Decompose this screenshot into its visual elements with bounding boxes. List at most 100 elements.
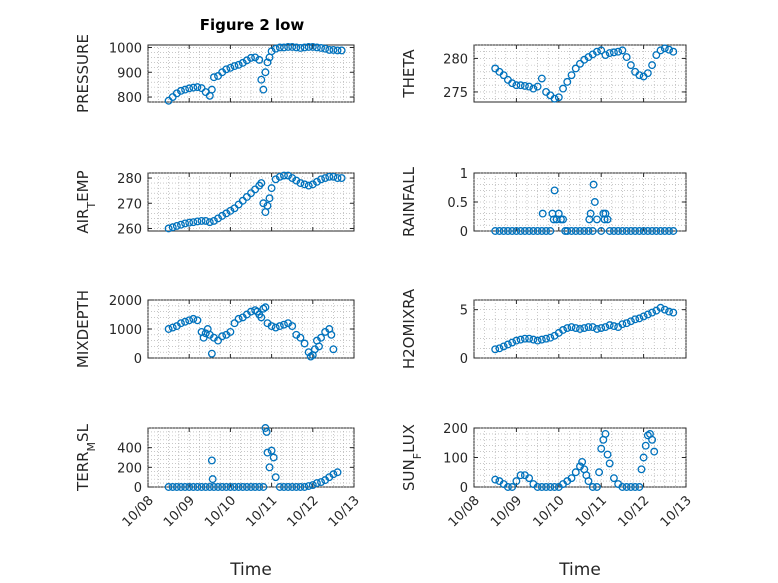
data-point [185, 483, 194, 491]
data-point [622, 483, 631, 491]
data-point [193, 83, 202, 92]
subplot-pressure: 800 900 1000 PRESSURE [74, 34, 355, 113]
data-point [226, 206, 235, 215]
data-point [321, 174, 330, 182]
data-point [593, 483, 601, 491]
data-point [177, 483, 185, 491]
data-point [550, 483, 559, 491]
data-point [626, 227, 635, 235]
data-point [508, 227, 517, 235]
data-point [275, 172, 284, 181]
data-point [597, 46, 606, 55]
data-point [209, 483, 218, 491]
data-point [622, 319, 631, 328]
data-point [605, 227, 614, 235]
data-point [537, 227, 546, 235]
data-point [597, 324, 606, 332]
data-point [296, 483, 305, 491]
data-point [508, 79, 517, 88]
data-point [238, 58, 247, 67]
y-axis-label: SUNFLUX [400, 424, 424, 491]
data-point [251, 483, 260, 491]
data-point [609, 322, 618, 331]
data-point [230, 483, 239, 491]
y-tick-label: 0 [460, 481, 468, 496]
data-point [614, 47, 623, 56]
data-point [567, 71, 576, 80]
y-tick-label: 0 [134, 481, 142, 496]
data-point [516, 335, 525, 344]
x-axis-label: Time [558, 560, 601, 580]
data-point [600, 215, 609, 224]
data-point [238, 483, 247, 491]
data-point [665, 227, 673, 235]
data-point [609, 48, 618, 57]
x-tick-label: 10/08 [120, 493, 157, 530]
y-tick-label: 280 [117, 172, 142, 187]
data-point [643, 227, 652, 235]
data-point [257, 313, 266, 322]
data-point [189, 83, 198, 92]
y-axis-label: TERRMSL [74, 423, 98, 492]
data-point [197, 84, 206, 93]
data-point [637, 465, 646, 474]
data-point [172, 89, 181, 98]
data-point [650, 447, 659, 456]
data-point [538, 209, 547, 218]
data-point [520, 334, 529, 343]
data-point [296, 333, 305, 342]
data-point [269, 453, 278, 462]
data-point [259, 85, 268, 94]
data-point [306, 352, 315, 361]
data-point [567, 323, 576, 332]
data-point [559, 215, 567, 224]
data-point [333, 174, 342, 182]
data-point [275, 322, 284, 331]
data-point [571, 64, 580, 73]
y-tick-label: 900 [117, 66, 142, 81]
x-tick-label: 10/12 [285, 493, 322, 530]
data-point [631, 227, 640, 235]
x-tick-label: 10/09 [161, 493, 198, 530]
data-point [576, 59, 584, 68]
data-point [189, 314, 198, 323]
data-point [618, 320, 627, 329]
y-tick-label: 270 [117, 197, 142, 212]
data-point [197, 483, 206, 491]
subplot-rainfall: 0 0.5 1 RAINFALL [400, 166, 687, 240]
data-point [300, 483, 309, 491]
data-point [669, 47, 678, 56]
data-point [605, 459, 614, 468]
data-point [321, 44, 330, 53]
data-point [230, 319, 239, 328]
data-point [251, 53, 260, 62]
data-point [652, 227, 661, 235]
data-point [605, 321, 614, 330]
data-point [525, 82, 534, 91]
subplot-terr_msl: 0 200 400 TERRMSL 10/08 10/09 10/10 10/11 10/12 1… [74, 423, 363, 580]
data-point [635, 483, 644, 491]
data-point [193, 316, 202, 325]
data-point [329, 172, 338, 181]
data-point [300, 43, 309, 52]
data-point [626, 483, 635, 491]
data-point [542, 483, 551, 491]
data-point [529, 227, 538, 235]
data-point [267, 446, 276, 455]
data-point [631, 483, 640, 491]
data-point [201, 483, 210, 491]
data-point [590, 198, 599, 206]
subplot-mixdepth: 0 1000 2000 MIXDEPTH [74, 290, 355, 368]
data-point [559, 326, 567, 334]
data-point [529, 335, 538, 344]
data-point [631, 315, 640, 324]
data-point [261, 424, 270, 432]
data-point [226, 327, 235, 336]
data-point [660, 305, 669, 314]
data-point [271, 323, 280, 332]
data-point [208, 475, 217, 484]
data-point [635, 314, 644, 323]
data-point [257, 75, 266, 84]
data-point [168, 323, 177, 332]
